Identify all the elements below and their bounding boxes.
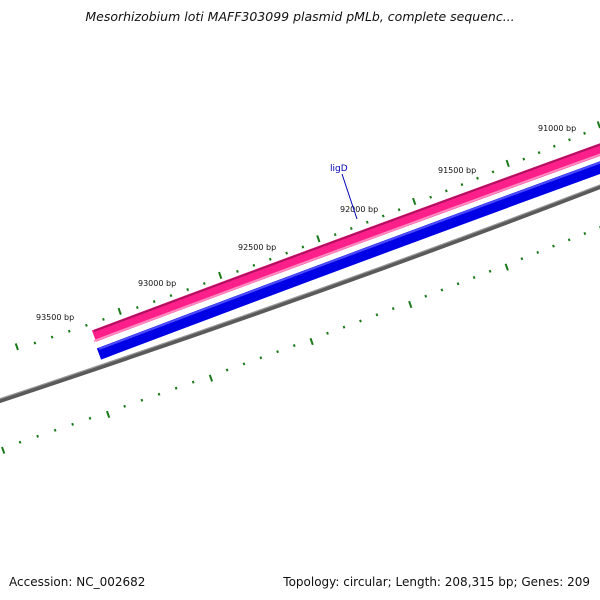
minor-tick: [488, 269, 492, 273]
accession-text: Accession: NC_002682: [9, 575, 146, 589]
scale-label: 93000 bp: [138, 279, 176, 288]
minor-tick: [301, 245, 305, 249]
forward-strand-edge-light: [93, 153, 600, 342]
outer-tick-ring: [14, 121, 600, 351]
minor-tick: [225, 368, 229, 372]
minor-tick: [140, 398, 144, 402]
minor-tick: [349, 226, 353, 230]
minor-tick: [375, 313, 379, 317]
minor-tick: [18, 440, 22, 444]
minor-tick: [88, 416, 92, 420]
minor-tick: [326, 331, 329, 335]
minor-tick: [236, 269, 239, 273]
major-tick: [505, 159, 510, 167]
minor-tick: [50, 335, 54, 339]
minor-tick: [552, 144, 556, 148]
forward-strand-edge: [93, 143, 600, 332]
scale-label: 91000 bp: [538, 124, 576, 133]
minor-tick: [252, 263, 256, 267]
minor-tick: [36, 434, 39, 438]
major-tick: [504, 263, 509, 271]
minor-tick: [537, 151, 541, 155]
scale-label: 92500 bp: [238, 243, 276, 252]
minor-tick: [536, 250, 540, 254]
minor-tick: [242, 362, 246, 366]
major-tick: [218, 271, 223, 279]
scale-labels: 91000 bp 91500 bp 92000 bp 92500 bp 93000 bp…: [36, 124, 576, 322]
inner-tick-ring: [1, 226, 600, 454]
minor-tick: [429, 195, 433, 199]
minor-tick: [568, 138, 571, 142]
minor-tick: [53, 428, 57, 432]
major-tick: [208, 374, 214, 382]
minor-tick: [583, 231, 587, 236]
major-tick: [106, 410, 111, 419]
major-tick: [14, 343, 19, 351]
minor-tick: [333, 233, 337, 237]
minor-tick: [567, 238, 571, 242]
minor-tick: [186, 288, 190, 292]
gene-label-ligD: ligD: [330, 164, 348, 174]
major-tick: [316, 235, 321, 243]
minor-tick: [157, 392, 161, 396]
minor-tick: [365, 220, 369, 224]
minor-tick: [552, 244, 555, 248]
minor-tick: [397, 208, 401, 212]
summary-text: Topology: circular; Length: 208,315 bp; …: [283, 575, 590, 589]
major-tick: [412, 197, 417, 205]
minor-tick: [359, 319, 362, 323]
backbone-circle: [0, 184, 600, 404]
minor-tick: [522, 157, 526, 161]
minor-tick: [456, 282, 460, 286]
minor-tick: [424, 294, 428, 298]
minor-tick: [583, 131, 586, 135]
minor-tick: [276, 350, 279, 354]
minor-tick: [520, 257, 524, 261]
major-tick: [1, 446, 6, 454]
minor-tick: [202, 282, 206, 286]
minor-tick: [491, 170, 495, 174]
backbone-highlight: [0, 184, 600, 400]
minor-tick: [67, 329, 71, 333]
minor-tick: [135, 306, 139, 310]
minor-tick: [440, 288, 444, 292]
minor-tick: [460, 183, 464, 187]
minor-tick: [169, 294, 173, 298]
minor-tick: [476, 176, 479, 180]
reverse-strand-edge: [98, 161, 600, 350]
minor-tick: [33, 341, 37, 345]
minor-tick: [152, 300, 156, 304]
minor-tick: [391, 307, 395, 311]
minor-tick: [292, 344, 296, 348]
minor-tick: [472, 275, 476, 280]
major-tick: [117, 307, 122, 315]
minor-tick: [381, 214, 385, 218]
minor-tick: [85, 323, 88, 327]
scale-label: 92000 bp: [340, 205, 378, 214]
minor-tick: [444, 189, 448, 193]
minor-tick: [268, 257, 272, 261]
forward-strand-feature: [91, 143, 600, 342]
scale-label: 91500 bp: [438, 166, 476, 175]
major-tick: [408, 300, 413, 309]
minor-tick: [123, 404, 126, 408]
minor-tick: [285, 251, 288, 255]
scale-label: 93500 bp: [36, 313, 74, 322]
minor-tick: [174, 386, 178, 390]
feature-tracks: [0, 143, 600, 404]
minor-tick: [71, 422, 74, 426]
minor-tick: [342, 325, 346, 329]
gene-labels: ligD: [330, 164, 358, 220]
major-tick: [309, 337, 314, 346]
minor-tick: [191, 380, 195, 384]
reverse-strand-feature: [96, 161, 600, 360]
gene-leader-line: [341, 173, 358, 220]
map-title: Mesorhizobium loti MAFF303099 plasmid pM…: [85, 9, 515, 24]
minor-tick: [259, 356, 263, 360]
minor-tick: [102, 317, 105, 321]
